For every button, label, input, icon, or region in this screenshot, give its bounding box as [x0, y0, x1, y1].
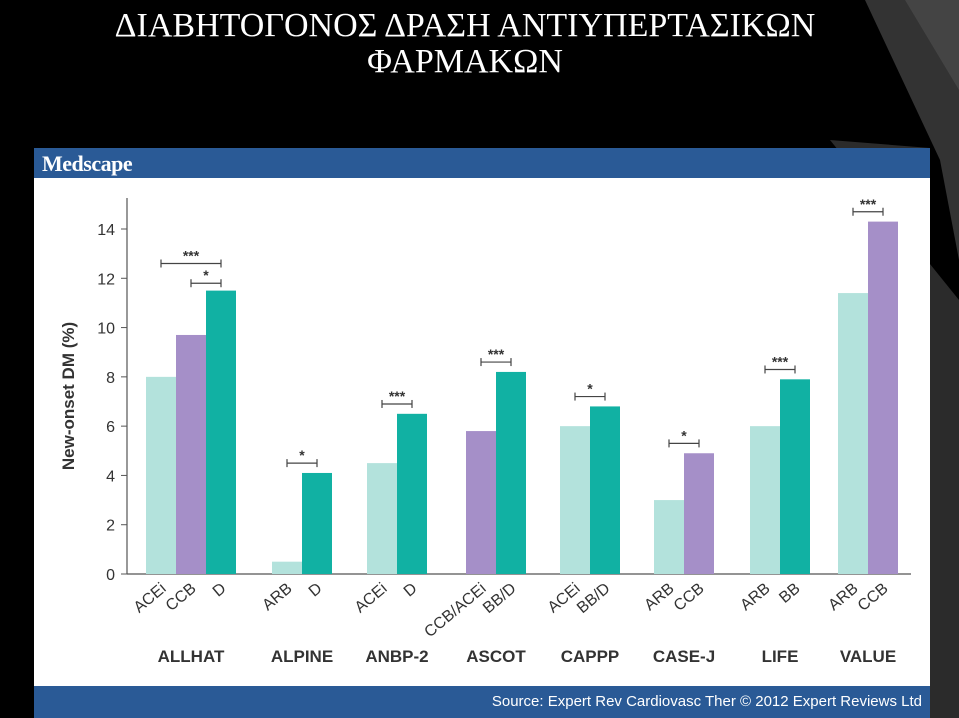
bar-category-label: ACEi [352, 580, 391, 616]
bar-category-label: D [401, 580, 421, 600]
bar [750, 426, 780, 574]
bar-category-label: CCB [855, 580, 892, 615]
bar-category-label: ACEi [545, 580, 584, 616]
significance-label: *** [389, 388, 406, 404]
y-tick-label: 14 [97, 222, 115, 239]
bar-category-label: ACEi [131, 580, 170, 616]
bar-category-label: BB/D [480, 580, 520, 617]
bar-category-label: CCB [671, 580, 708, 615]
bar [146, 376, 176, 574]
group-label: ALPINE [271, 647, 333, 666]
significance-label: * [203, 267, 209, 283]
bar-category-label: ARB [737, 580, 773, 614]
group-label: CAPPP [561, 647, 620, 666]
bar [397, 413, 427, 574]
bar [590, 406, 620, 574]
bar-category-label: D [306, 580, 326, 600]
background-stripe [830, 140, 959, 718]
panel-header: Medscape [34, 148, 930, 178]
bar [838, 293, 868, 574]
bar-category-label: CCB [163, 580, 200, 615]
y-tick-label: 0 [106, 567, 115, 584]
significance-label: * [299, 447, 305, 463]
group-label: ANBP-2 [365, 647, 428, 666]
slide-title-line-2: ΦΑΡΜΑΚΩΝ [367, 43, 563, 80]
bar-category-label: ARB [259, 580, 295, 614]
bar [302, 472, 332, 574]
bar [367, 463, 397, 574]
significance-label: * [681, 427, 687, 443]
bar [868, 221, 898, 574]
y-tick-label: 12 [97, 271, 115, 288]
y-tick-label: 10 [97, 321, 115, 338]
bar [176, 334, 206, 574]
background-stripe [865, 0, 959, 260]
bar [206, 290, 236, 574]
panel-footer: Source: Expert Rev Cardiovasc Ther © 201… [34, 686, 930, 718]
bar [780, 379, 810, 574]
bar-category-label: BB [776, 580, 803, 607]
y-tick-label: 6 [106, 419, 115, 436]
bar-category-label: ARB [825, 580, 861, 614]
significance-label: *** [488, 346, 505, 362]
significance-label: *** [183, 248, 200, 264]
bar [272, 561, 302, 574]
bar-category-label: ARB [641, 580, 677, 614]
chart-panel: Medscape 0 2 4 6 8 10 12 14 New-onset DM (%) ACEi… [34, 148, 930, 718]
bar [654, 500, 684, 574]
slide-title-line-1: ΔΙΑΒΗΤΟΓΟΝΟΣ ΔΡΑΣΗ ΑΝΤΙΥΠΕΡΤΑΣΙΚΩΝ [114, 7, 816, 44]
group-label: ALLHAT [158, 647, 225, 666]
significance-label: * [587, 381, 593, 397]
group-label: ASCOT [466, 647, 526, 666]
y-axis-title: New-onset DM (%) [59, 322, 78, 470]
bar-category-label: CCB/ACEi [421, 580, 489, 641]
significance-label: *** [860, 196, 877, 212]
y-tick-label: 8 [106, 370, 115, 387]
bar [684, 453, 714, 574]
y-tick-label: 4 [106, 468, 115, 485]
group-label: LIFE [762, 647, 799, 666]
bar-category-label: D [210, 580, 230, 600]
group-label: CASE-J [653, 647, 715, 666]
y-tick-label: 2 [106, 518, 115, 535]
significance-label: *** [772, 353, 789, 369]
bar [496, 371, 526, 574]
bar [560, 426, 590, 574]
source-credit: Source: Expert Rev Cardiovasc Ther © 201… [491, 693, 922, 710]
bar [466, 431, 496, 574]
background-stripe [905, 0, 959, 90]
medscape-logo: Medscape [42, 151, 133, 176]
bar-category-label: BB/D [574, 580, 614, 617]
group-label: VALUE [840, 647, 896, 666]
slide-title: ΔΙΑΒΗΤΟΓΟΝΟΣ ΔΡΑΣΗ ΑΝΤΙΥΠΕΡΤΑΣΙΚΩΝ ΦΑΡΜΑ… [0, 8, 930, 80]
